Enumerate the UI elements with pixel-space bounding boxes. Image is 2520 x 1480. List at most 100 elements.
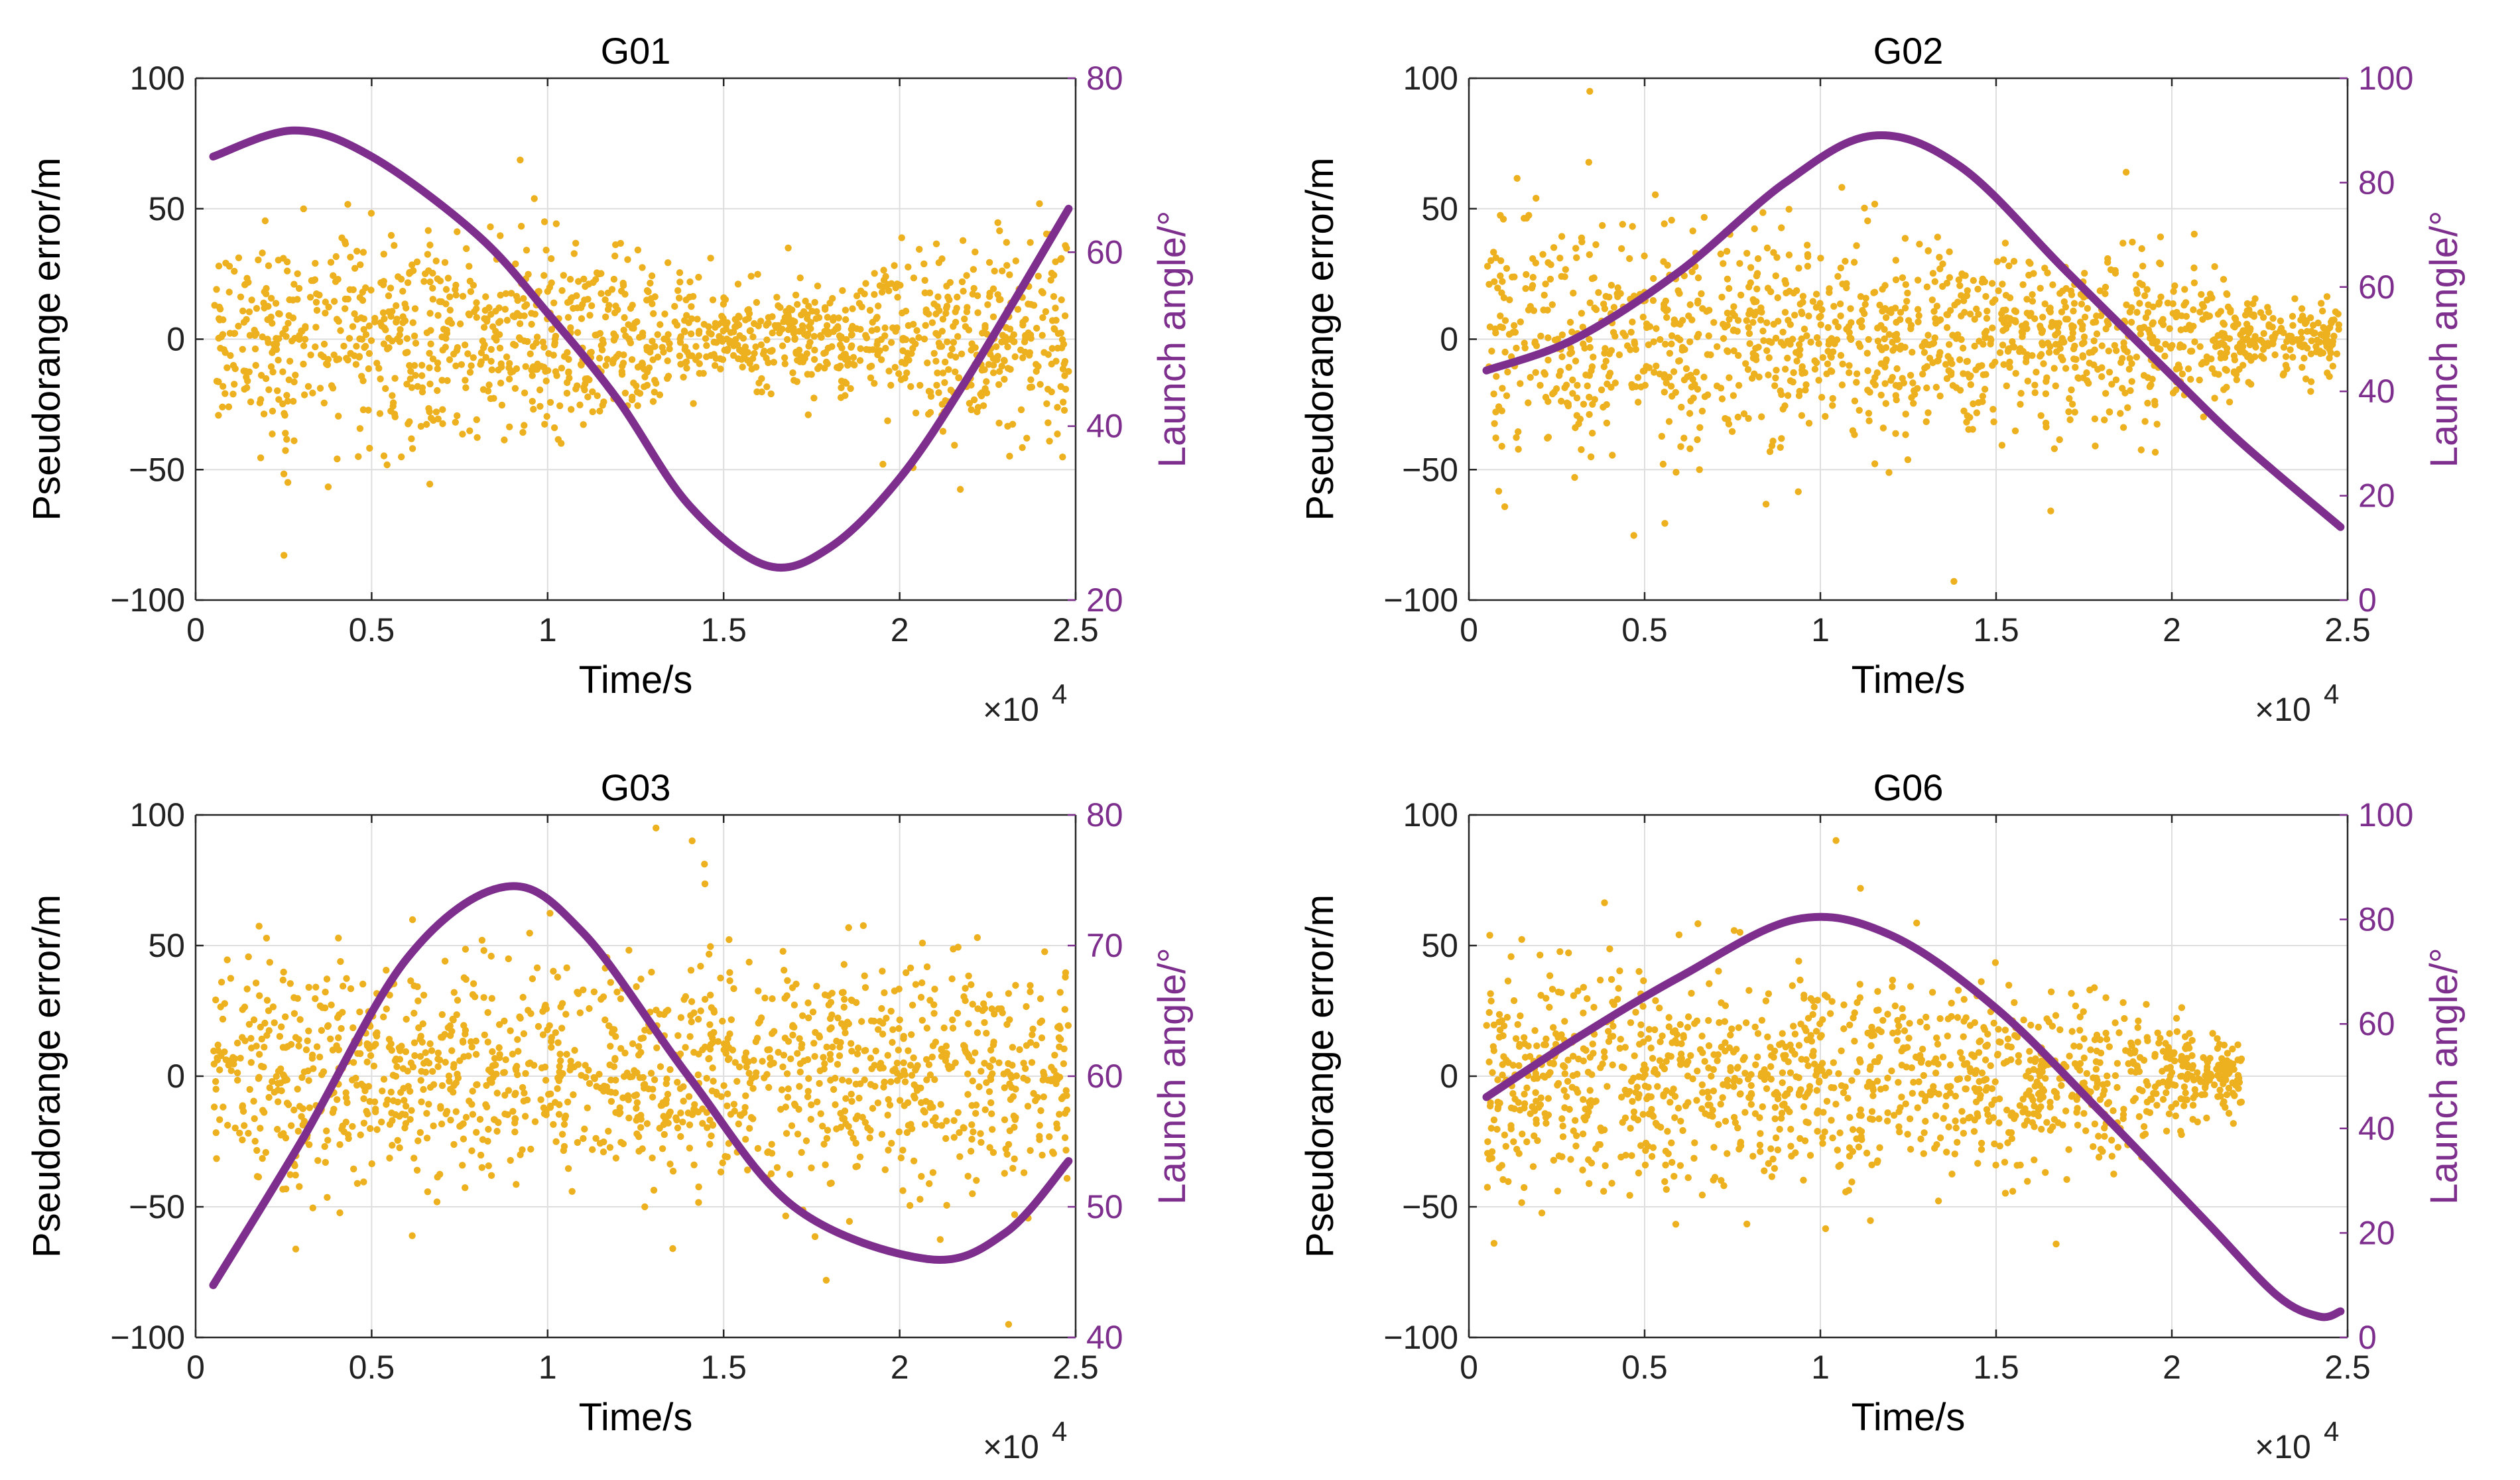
scatter-point (2008, 1135, 2015, 1142)
scatter-point (1884, 1011, 1891, 1018)
scatter-point (806, 339, 814, 346)
scatter-point (950, 1134, 958, 1141)
scatter-point (830, 1085, 838, 1093)
scatter-point (1790, 369, 1797, 377)
scatter-point (304, 1037, 311, 1044)
scatter-point (666, 1066, 674, 1074)
scatter-point (830, 316, 837, 324)
scatter-point (501, 1017, 508, 1025)
scatter-point (407, 269, 414, 276)
scatter-point (214, 1041, 221, 1049)
scatter-point (1731, 312, 1738, 320)
x-tick-label: 2 (2163, 611, 2181, 648)
scatter-point (1544, 334, 1552, 341)
scatter-point (411, 305, 419, 312)
scatter-point (1651, 369, 1658, 376)
scatter-point (570, 1091, 577, 1099)
scatter-point (783, 1130, 790, 1137)
scatter-point (1630, 1108, 1638, 1116)
scatter-point (1586, 343, 1594, 351)
scatter-point (898, 234, 905, 241)
scatter-point (1003, 1020, 1011, 1028)
scatter-point (1689, 227, 1696, 235)
scatter-point (290, 437, 298, 444)
scatter-point (366, 444, 373, 452)
scatter-point (1763, 347, 1771, 354)
scatter-point (2220, 321, 2228, 328)
scatter-point (2092, 442, 2099, 450)
scatter-point (1895, 1123, 1903, 1131)
scatter-point (360, 326, 367, 333)
scatter-point (2237, 1098, 2245, 1106)
scatter-point (1958, 292, 1965, 299)
scatter-point (2208, 355, 2215, 363)
scatter-point (805, 302, 812, 310)
scatter-point (2042, 1075, 2049, 1082)
scatter-point (688, 1018, 695, 1026)
scatter-point (484, 1038, 491, 1046)
y-tick-label: 50 (1421, 190, 1458, 227)
scatter-point (641, 1203, 649, 1211)
scatter-point (2031, 1156, 2038, 1164)
scatter-point (834, 325, 842, 332)
scatter-point (972, 1049, 979, 1056)
scatter-point (385, 1036, 393, 1043)
scatter-point (429, 284, 436, 292)
scatter-point (838, 384, 845, 391)
scatter-point (674, 1079, 681, 1086)
scatter-point (2086, 359, 2093, 367)
scatter-point (246, 332, 254, 339)
scatter-point (231, 267, 238, 275)
scatter-point (2208, 365, 2216, 373)
scatter-point (839, 1076, 846, 1083)
scatter-point (283, 258, 291, 266)
scatter-point (1879, 1017, 1887, 1024)
scatter-point (683, 312, 690, 319)
scatter-point (1822, 412, 1829, 420)
scatter-point (1759, 1103, 1766, 1111)
scatter-point (1036, 1136, 1043, 1143)
scatter-point (2098, 342, 2106, 349)
scatter-point (706, 1021, 714, 1028)
scatter-point (680, 1097, 687, 1105)
scatter-point (722, 1152, 729, 1160)
scatter-point (925, 310, 932, 318)
scatter-point (2307, 378, 2315, 385)
scatter-point (972, 1109, 979, 1117)
scatter-point (859, 922, 867, 930)
scatter-point (1726, 284, 1733, 292)
scatter-point (470, 308, 478, 316)
scatter-point (811, 346, 818, 354)
scatter-point (1865, 417, 1873, 424)
scatter-point (562, 1011, 570, 1018)
scatter-point (393, 1063, 401, 1070)
y2-tick-label: 60 (1086, 233, 1123, 271)
scatter-point (727, 1016, 735, 1024)
scatter-point (255, 1050, 263, 1058)
scatter-point (563, 389, 571, 397)
scatter-point (661, 310, 668, 318)
scatter-point (473, 314, 480, 321)
scatter-point (434, 387, 441, 395)
scatter-point (1903, 298, 1911, 305)
scatter-point (932, 310, 940, 318)
scatter-point (1485, 280, 1493, 288)
scatter-point (794, 300, 801, 308)
scatter-point (448, 1047, 456, 1054)
scatter-point (548, 326, 556, 333)
scatter-point (381, 324, 388, 332)
scatter-point (686, 1033, 694, 1040)
scatter-point (248, 296, 255, 304)
scatter-point (425, 1101, 432, 1108)
scatter-point (1499, 385, 1506, 392)
scatter-point (418, 372, 426, 379)
scatter-point (767, 347, 774, 355)
scatter-point (854, 1044, 862, 1052)
scatter-point (269, 407, 277, 415)
y-tick-label: 0 (1440, 321, 1458, 358)
scatter-point (951, 442, 958, 449)
scatter-point (241, 281, 249, 288)
x-scale-text: ×10 (2255, 691, 2311, 728)
scatter-point (1717, 250, 1724, 258)
scatter-point (2141, 418, 2149, 425)
